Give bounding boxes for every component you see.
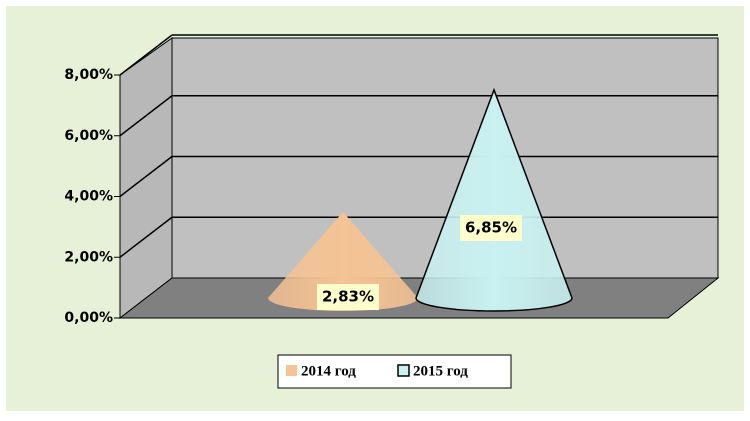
cone	[268, 212, 418, 311]
legend-label: 2014 год	[301, 363, 356, 379]
data-label-box	[317, 284, 379, 310]
grid-line	[119, 95, 173, 137]
y-tick-label: 4,00%	[64, 189, 113, 205]
legend-label: 2015 год	[413, 363, 468, 379]
y-tick-label: 0,00%	[64, 310, 113, 326]
grid-line	[119, 216, 173, 258]
legend	[277, 354, 512, 389]
data-label-box	[460, 215, 522, 241]
y-tick-label: 6,00%	[64, 128, 113, 144]
data-label: 2,83%	[322, 288, 374, 306]
y-tick-label: 2,00%	[64, 249, 113, 265]
y-tick-label: 8,00%	[64, 67, 113, 83]
side-wall	[119, 37, 173, 320]
grid-line	[119, 155, 173, 198]
legend-swatch	[286, 365, 297, 376]
data-label: 6,85%	[465, 219, 517, 237]
legend-swatch	[397, 364, 410, 377]
grid-line	[119, 34, 173, 76]
cone	[415, 87, 573, 312]
